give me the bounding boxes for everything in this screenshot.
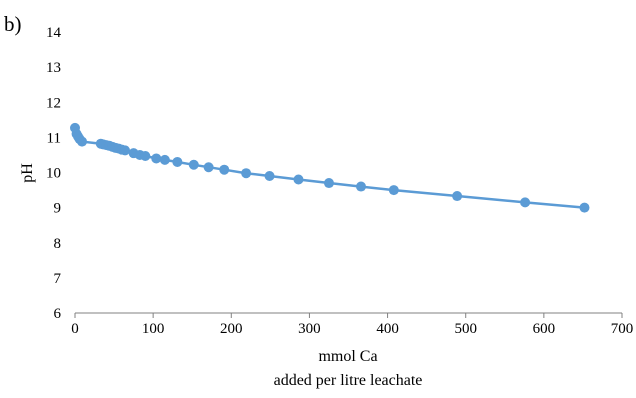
y-tick-label-1: 7 xyxy=(54,271,62,287)
data-point-25 xyxy=(293,174,304,185)
data-points xyxy=(70,122,590,213)
data-point-28 xyxy=(388,185,399,196)
data-point-4 xyxy=(77,136,88,147)
x-tick-label-0: 0 xyxy=(71,321,79,337)
y-tick-label-3: 9 xyxy=(54,201,62,217)
data-point-19 xyxy=(172,156,183,167)
y-tick-label-8: 14 xyxy=(46,25,62,41)
data-point-29 xyxy=(452,191,463,202)
y-tick-label-5: 11 xyxy=(47,130,61,146)
data-point-16 xyxy=(140,150,151,161)
data-point-22 xyxy=(219,164,230,175)
y-tick-label-7: 13 xyxy=(46,60,61,76)
x-axis-title-line-1: mmol Ca xyxy=(318,348,377,365)
y-axis-title: pH xyxy=(19,163,36,183)
data-point-26 xyxy=(323,178,334,189)
y-tick-label-0: 6 xyxy=(54,306,62,322)
data-point-27 xyxy=(356,181,367,192)
x-tick-label-2: 200 xyxy=(220,321,243,337)
x-tick-label-3: 300 xyxy=(298,321,321,337)
data-point-31 xyxy=(579,202,590,213)
y-axis-ticks: 6 7 8 9 10 11 12 13 14 xyxy=(46,25,62,322)
x-tick-label-7: 700 xyxy=(611,321,634,337)
series-line xyxy=(73,127,585,209)
data-point-30 xyxy=(520,197,531,208)
y-tick-label-6: 12 xyxy=(46,95,61,111)
data-point-20 xyxy=(188,159,199,170)
x-tick-label-4: 400 xyxy=(376,321,399,337)
data-point-21 xyxy=(203,162,214,173)
data-point-23 xyxy=(241,168,252,179)
data-point-24 xyxy=(264,171,275,182)
panel-label: b) xyxy=(4,12,22,36)
data-point-18 xyxy=(159,154,170,165)
y-tick-label-4: 10 xyxy=(46,166,61,182)
data-point-13 xyxy=(120,145,131,156)
x-tick-label-1: 100 xyxy=(142,321,165,337)
y-tick-label-2: 8 xyxy=(54,236,62,252)
x-tick-label-5: 500 xyxy=(454,321,477,337)
x-axis-title-line-2: added per litre leachate xyxy=(274,372,423,389)
data-point-17 xyxy=(151,153,162,164)
x-tick-label-6: 600 xyxy=(533,321,556,337)
x-axis-ticks: 0 100 200 300 400 500 600 700 xyxy=(71,313,633,337)
